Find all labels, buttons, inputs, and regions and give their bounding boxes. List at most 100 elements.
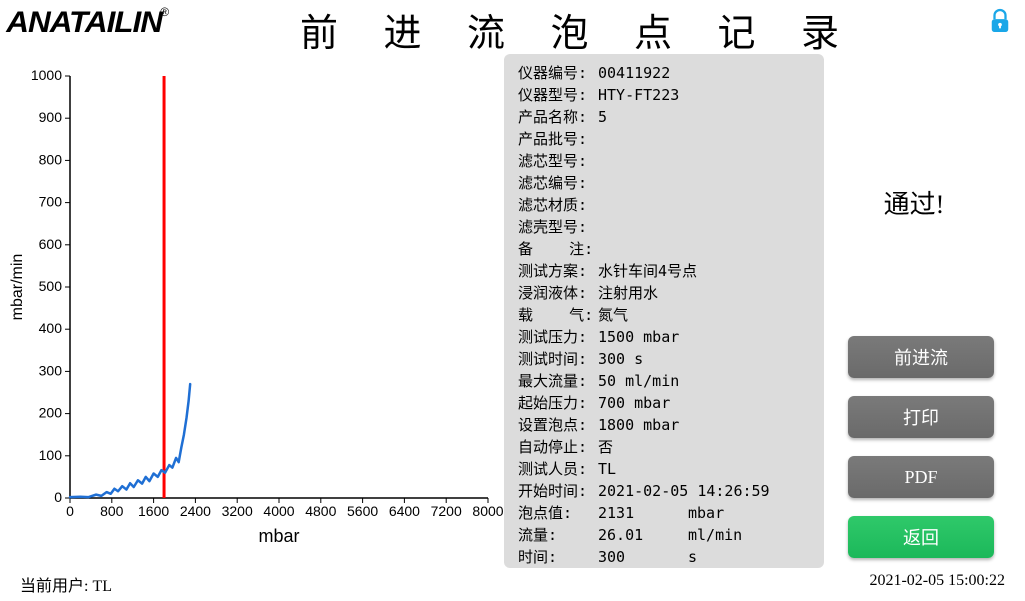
- info-value: 水针车间4号点: [598, 260, 810, 282]
- info-label: 仪器型号:: [518, 84, 598, 106]
- result-unit: ml/min: [688, 524, 810, 546]
- info-value: 300 s: [598, 348, 810, 370]
- info-label: 测试压力:: [518, 326, 598, 348]
- info-label: 最大流量:: [518, 370, 598, 392]
- info-row: 设置泡点:1800 mbar: [518, 414, 810, 436]
- info-value: HTY-FT223: [598, 84, 810, 106]
- back-button[interactable]: 返回: [848, 516, 994, 558]
- result-label: 时间:: [518, 546, 598, 568]
- info-value: [598, 150, 810, 172]
- svg-text:1000: 1000: [31, 67, 62, 83]
- info-label: 测试人员:: [518, 458, 598, 480]
- result-unit: mbar: [688, 502, 810, 524]
- svg-text:300: 300: [39, 362, 63, 378]
- info-label: 设置泡点:: [518, 414, 598, 436]
- logo-area: ANATAILIN®: [0, 0, 260, 40]
- info-label: 滤芯材质:: [518, 194, 598, 216]
- info-label: 滤芯编号:: [518, 172, 598, 194]
- info-row: 测试方案:水针车间4号点: [518, 260, 810, 282]
- result-label: 流量:: [518, 524, 598, 546]
- svg-text:800: 800: [100, 503, 124, 519]
- info-row: 备 注:: [518, 238, 810, 260]
- info-value: 注射用水: [598, 282, 810, 304]
- info-value: [598, 238, 810, 260]
- svg-text:500: 500: [39, 278, 63, 294]
- info-row: 浸润液体:注射用水: [518, 282, 810, 304]
- svg-text:700: 700: [39, 194, 63, 210]
- info-row: 仪器型号:HTY-FT223: [518, 84, 810, 106]
- header: ANATAILIN® 前 进 流 泡 点 记 录: [0, 0, 1025, 48]
- info-label: 备 注:: [518, 238, 598, 260]
- info-row: 最大流量:50 ml/min: [518, 370, 810, 392]
- info-row: 自动停止:否: [518, 436, 810, 458]
- info-value: 00411922: [598, 62, 810, 84]
- svg-text:400: 400: [39, 320, 63, 336]
- info-value: 1800 mbar: [598, 414, 810, 436]
- svg-text:0: 0: [54, 489, 62, 505]
- info-value: 50 ml/min: [598, 370, 810, 392]
- result-unit: s: [688, 546, 810, 568]
- info-row: 开始时间:2021-02-05 14:26:59: [518, 480, 810, 502]
- info-label: 仪器编号:: [518, 62, 598, 84]
- current-user: 当前用户: TL: [20, 572, 112, 596]
- registered-mark: ®: [160, 5, 169, 19]
- result-value: 2131: [598, 502, 688, 524]
- svg-text:6400: 6400: [389, 503, 420, 519]
- info-row: 起始压力:700 mbar: [518, 392, 810, 414]
- svg-text:4000: 4000: [263, 503, 294, 519]
- info-value: 2021-02-05 14:26:59: [598, 480, 810, 502]
- info-row: 测试人员:TL: [518, 458, 810, 480]
- info-value: [598, 128, 810, 150]
- result-row: 时间:300s: [518, 546, 810, 568]
- svg-text:200: 200: [39, 405, 63, 421]
- button-column: 通过! 前进流 打印 PDF 返回: [824, 54, 1004, 568]
- result-value: 300: [598, 546, 688, 568]
- info-value: 1500 mbar: [598, 326, 810, 348]
- result-row: 泡点值:2131mbar: [518, 502, 810, 524]
- info-row: 测试时间:300 s: [518, 348, 810, 370]
- footer: 当前用户: TL 2021-02-05 15:00:22: [0, 568, 1025, 596]
- info-value: TL: [598, 458, 810, 480]
- info-label: 载 气:: [518, 304, 598, 326]
- forward-flow-button[interactable]: 前进流: [848, 336, 994, 378]
- svg-text:100: 100: [39, 447, 63, 463]
- info-label: 测试方案:: [518, 260, 598, 282]
- user-value: TL: [92, 578, 112, 595]
- info-value: 5: [598, 106, 810, 128]
- info-value: 氮气: [598, 304, 810, 326]
- svg-text:3200: 3200: [222, 503, 253, 519]
- svg-text:600: 600: [39, 236, 63, 252]
- info-panel: 仪器编号:00411922仪器型号:HTY-FT223产品名称:5产品批号:滤芯…: [504, 54, 824, 568]
- lock-icon: [989, 21, 1011, 38]
- svg-text:7200: 7200: [431, 503, 462, 519]
- info-value: [598, 216, 810, 238]
- svg-text:1600: 1600: [138, 503, 169, 519]
- info-label: 自动停止:: [518, 436, 598, 458]
- print-button[interactable]: 打印: [848, 396, 994, 438]
- info-label: 滤芯型号:: [518, 150, 598, 172]
- info-label: 产品名称:: [518, 106, 598, 128]
- info-row: 滤芯编号:: [518, 172, 810, 194]
- info-label: 浸润液体:: [518, 282, 598, 304]
- result-label: 泡点值:: [518, 502, 598, 524]
- user-label: 当前用户:: [20, 578, 92, 595]
- result-row: 流量:26.01ml/min: [518, 524, 810, 546]
- svg-text:mbar/min: mbar/min: [9, 254, 26, 321]
- info-row: 滤芯型号:: [518, 150, 810, 172]
- pdf-button[interactable]: PDF: [848, 456, 994, 498]
- info-row: 滤芯材质:: [518, 194, 810, 216]
- logo-text: ANATAILIN: [6, 6, 162, 40]
- svg-text:0: 0: [66, 503, 74, 519]
- svg-text:5600: 5600: [347, 503, 378, 519]
- svg-text:2400: 2400: [180, 503, 211, 519]
- svg-text:900: 900: [39, 109, 63, 125]
- info-row: 产品批号:: [518, 128, 810, 150]
- info-value: 700 mbar: [598, 392, 810, 414]
- svg-text:mbar: mbar: [258, 526, 299, 546]
- button-group: 前进流 打印 PDF 返回: [848, 318, 994, 558]
- chart-panel: 0100200300400500600700800900100008001600…: [4, 54, 504, 568]
- lock-button[interactable]: [975, 0, 1025, 39]
- info-label: 起始压力:: [518, 392, 598, 414]
- info-label: 产品批号:: [518, 128, 598, 150]
- info-row: 测试压力:1500 mbar: [518, 326, 810, 348]
